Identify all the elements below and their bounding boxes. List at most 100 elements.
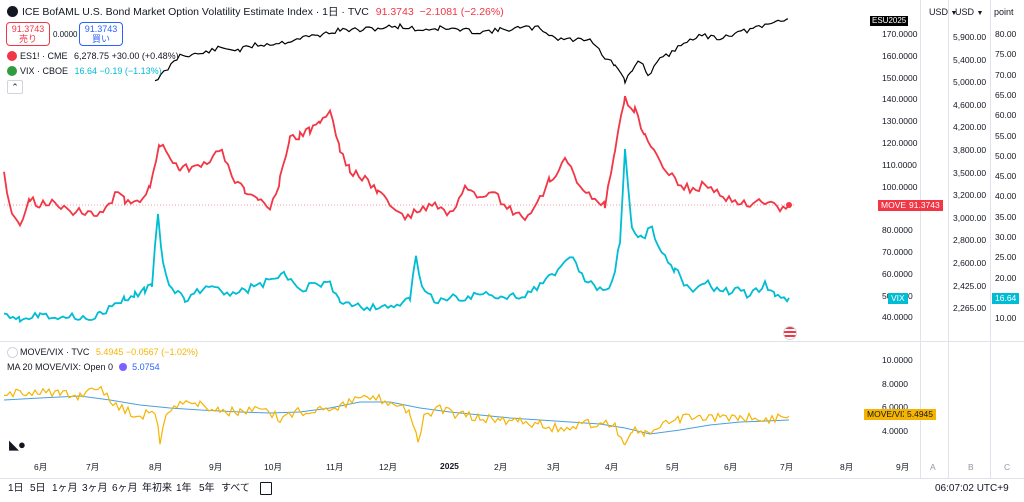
ratio-series-line [3, 385, 790, 446]
vix-price-tag: 16.64 [992, 293, 1020, 304]
ratio-price-tag: 5.4945 [904, 409, 936, 420]
symbol-logo-icon [7, 6, 18, 17]
footer-clock[interactable]: 06:07:02 UTC+9 [935, 483, 1009, 494]
time-axis-label: 11月 [326, 462, 344, 472]
usd-axis-header-1[interactable]: USD ▼ [929, 7, 957, 17]
es-axis-tick-label: 3,800.00 [953, 145, 987, 155]
vix-axis-tick-label: 35.00 [995, 211, 1017, 222]
vix-legend-values: 16.64 −0.19 (−1.13%) [74, 66, 162, 76]
usd-axis-header-1-text: USD [929, 7, 949, 17]
timeframe-button[interactable]: 1日 [8, 483, 24, 494]
buy-label: 買い [91, 34, 110, 44]
pane-separator [0, 341, 1024, 342]
vix-axis-tick-label: 65.00 [995, 89, 1017, 100]
vix-legend-label: VIX · CBOE [20, 66, 69, 76]
time-axis-label: 8月 [149, 462, 163, 472]
es-axis-tick-label: 4,200.00 [953, 122, 987, 133]
vix-series-line [3, 148, 790, 324]
symbol-change: −2.1081 (−2.26%) [419, 6, 504, 18]
timeframe-button[interactable]: 1ヶ月 [52, 483, 78, 494]
es-legend-label: ES1! · CME [20, 51, 68, 61]
ma-legend[interactable]: MA 20 MOVE/VIX: Open 0 5.0754 [7, 360, 160, 374]
time-axis-label: 2025 [440, 461, 459, 471]
ratio-legend[interactable]: MOVE/VIX · TVC 5.4945 −0.0567 (−1.02%) [20, 345, 198, 359]
move-axis-tick-label: 160.0000 [882, 50, 918, 61]
timeframe-button[interactable]: 年初来 [142, 483, 172, 494]
date-range-calendar-icon[interactable] [260, 482, 272, 495]
vix-axis-tick-label: 50.00 [995, 150, 1017, 161]
move-axis-tick-label: 130.0000 [882, 116, 918, 127]
axis-separator-3 [990, 0, 991, 478]
es-axis-tick-label: 2,265.00 [953, 303, 987, 314]
es-axis-tick-label: 3,000.00 [953, 212, 987, 223]
vix-axis-tick-label: 20.00 [995, 272, 1017, 283]
time-axis-label: 7月 [86, 462, 100, 472]
ma-legend-value: 5.0754 [132, 362, 160, 372]
collapse-legend-chevron-icon[interactable]: ⌃ [7, 80, 23, 94]
vix-axis-tick-label: 70.00 [995, 69, 1017, 80]
move-axis-tick-label: 140.0000 [882, 94, 918, 105]
time-axis-label: 9月 [209, 462, 223, 472]
us-flag-event-icon[interactable] [783, 326, 797, 340]
ratio-symbol-icon [7, 347, 18, 358]
ma-legend-title: MA 20 MOVE/VIX: Open 0 [7, 362, 114, 372]
move-axis-tick-label: 80.0000 [882, 225, 913, 236]
point-axis-header[interactable]: point [994, 7, 1014, 17]
es-axis-tick-label: 2,600.00 [953, 258, 987, 268]
time-axis-label: 3月 [547, 462, 561, 472]
sell-button[interactable]: 91.3743 売り [6, 22, 50, 46]
usd-axis-header-1-chevron-icon: ▼ [950, 10, 958, 17]
vix-name-tag: VIX [888, 293, 908, 304]
ratio-axis-tick-label: 8.0000 [882, 378, 908, 389]
symbol-price: 91.3743 [375, 6, 414, 18]
move-axis-tick-label: 60.0000 [882, 268, 913, 279]
ratio-axis-tick-label: 4.0000 [882, 425, 908, 436]
move-price-tag: 91.3743 [906, 200, 943, 211]
vix-axis-tick-label: 40.00 [995, 191, 1017, 202]
move-name-tag: MOVE [878, 200, 910, 211]
es-axis-tick-label: 2,800.00 [953, 235, 987, 246]
time-axis-label: 8月 [840, 462, 854, 472]
scale-mode-button[interactable]: B [968, 462, 974, 472]
footer-separator [0, 478, 1024, 479]
axis-separator-2 [948, 0, 949, 478]
buy-button[interactable]: 91.3743 買い [79, 22, 123, 46]
time-axis-label: 4月 [605, 462, 619, 472]
vix-axis-tick-label: 45.00 [995, 171, 1017, 182]
time-axis-label: 6月 [724, 462, 738, 472]
move-axis-tick-label: 150.0000 [882, 72, 918, 83]
ratio-axis-tick-label: 6.0000 [882, 402, 908, 412]
usd-axis-header-2-chevron-icon: ▼ [976, 10, 984, 17]
vix-legend[interactable]: VIX · CBOE 16.64 −0.19 (−1.13%) [20, 64, 162, 78]
spread-value: 0.0000 [53, 30, 78, 39]
timeframe-button[interactable]: 3ヶ月 [82, 483, 108, 494]
es-axis-tick-label: 2,425.00 [953, 280, 987, 291]
move-last-point [786, 202, 792, 208]
timeframe-button[interactable]: すべて [221, 483, 250, 494]
es-axis-tick-label: 3,200.00 [953, 190, 987, 201]
scale-mode-button[interactable]: C [1004, 462, 1011, 472]
ma-settings-icon[interactable] [118, 363, 127, 371]
scale-mode-button[interactable]: A [930, 462, 936, 472]
symbol-title[interactable]: ICE BofAML U.S. Bond Market Option Volat… [22, 5, 504, 19]
timeframe-button[interactable]: 1年 [176, 483, 192, 494]
timeframe-button[interactable]: 5日 [30, 483, 46, 494]
tradingview-logo-icon[interactable]: ◣● [9, 437, 26, 452]
timeframe-button[interactable]: 6ヶ月 [112, 483, 138, 494]
usd-axis-header-2-text: USD [955, 7, 975, 17]
vix-symbol-icon [7, 66, 17, 76]
buy-price: 91.3743 [84, 24, 118, 34]
time-axis-label: 2月 [494, 462, 508, 472]
symbol-title-text: ICE BofAML U.S. Bond Market Option Volat… [22, 6, 369, 18]
timeframe-button[interactable]: 5年 [199, 483, 215, 494]
es-axis-tick-label: 5,400.00 [953, 54, 987, 65]
ma-series-line [3, 395, 790, 435]
es-legend-values: 6,278.75 +30.00 (+0.48%) [74, 51, 179, 61]
es-legend[interactable]: ES1! · CME 6,278.75 +30.00 (+0.48%) [20, 49, 179, 63]
time-axis-label: 9月 [896, 462, 910, 472]
esu-badge: ESU2025 [870, 16, 909, 26]
vix-axis-tick-label: 55.00 [995, 130, 1017, 141]
time-axis-label: 5月 [666, 462, 680, 472]
usd-axis-header-2[interactable]: USD ▼ [955, 7, 983, 17]
